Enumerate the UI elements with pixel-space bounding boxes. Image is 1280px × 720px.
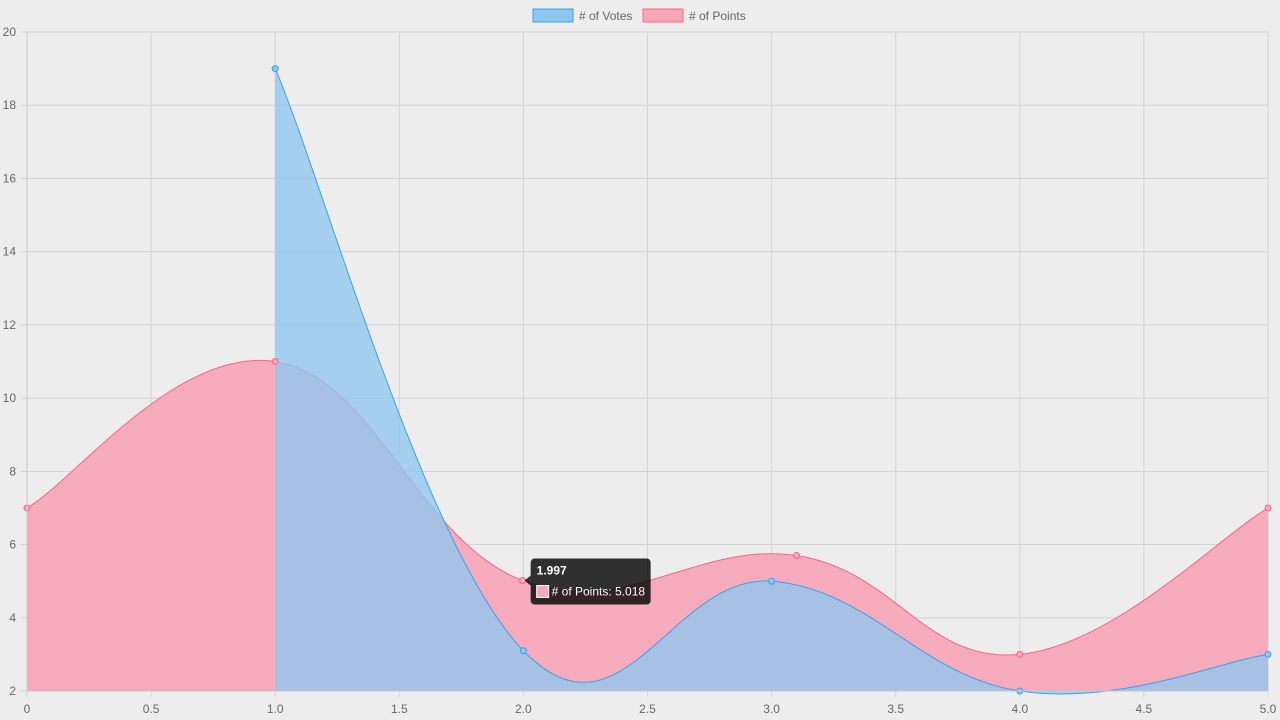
x-tick-label: 3.5 (887, 702, 904, 716)
series-layer (23, 65, 1272, 695)
x-tick-label: 3.0 (763, 702, 780, 716)
x-tick-label: 0.5 (143, 702, 160, 716)
y-tick-label: 16 (3, 171, 17, 185)
x-tick-label: 2.0 (515, 702, 532, 716)
x-tick-label: 4.0 (1011, 702, 1028, 716)
tooltip-swatch (536, 585, 550, 599)
y-tick-label: 6 (9, 538, 16, 552)
y-tick-label: 8 (9, 464, 16, 478)
data-point-points[interactable] (1264, 504, 1272, 512)
data-point-points[interactable] (1016, 650, 1024, 658)
axes: 0 0.5 1.0 1.5 2.0 2.5 3.0 3.5 4.0 4.5 5.0 2 4 6 8 10 12 1… (3, 25, 1277, 716)
tooltip-box: 1.997 # of Points: 5.018 (524, 558, 651, 605)
series-area-votes (275, 68, 1268, 694)
data-point-votes[interactable] (519, 647, 527, 655)
data-point-points[interactable] (271, 358, 279, 365)
legend-item-votes[interactable]: # of Votes (532, 8, 632, 23)
y-tick-label: 12 (3, 318, 17, 332)
y-tick-label: 18 (3, 98, 17, 112)
x-tick-label: 5.0 (1260, 702, 1277, 716)
y-tick-label: 20 (3, 25, 17, 39)
tooltip-bg (530, 558, 651, 605)
y-tick-label: 10 (3, 391, 17, 405)
x-tick-label: 4.5 (1136, 702, 1153, 716)
data-point-votes[interactable] (271, 65, 279, 73)
legend-swatch (642, 8, 684, 23)
x-tick-label: 2.5 (639, 702, 656, 716)
data-point-votes[interactable] (768, 577, 776, 585)
y-tick-label: 2 (9, 684, 16, 698)
y-tick-label: 14 (3, 245, 17, 259)
tooltip-title: 1.997 (537, 564, 567, 578)
series-line-votes (274, 68, 1269, 695)
data-point-points[interactable] (792, 552, 800, 560)
legend[interactable]: # of Votes # of Points (532, 8, 746, 23)
x-tick-label: 1.5 (391, 702, 408, 716)
y-tick-label: 4 (9, 611, 16, 625)
legend-label: # of Points (689, 9, 746, 23)
x-tick-label: 0 (24, 702, 31, 716)
x-tick-label: 1.0 (267, 702, 284, 716)
tooltip-label: # of Points: 5.018 (552, 585, 646, 599)
tooltip-caret (524, 575, 531, 586)
legend-item-points[interactable]: # of Points (642, 8, 746, 23)
tooltip: 1.997 # of Points: 5.018 (524, 558, 651, 605)
legend-swatch (532, 8, 574, 23)
data-point-votes[interactable] (1264, 650, 1272, 658)
legend-label: # of Votes (579, 9, 632, 23)
